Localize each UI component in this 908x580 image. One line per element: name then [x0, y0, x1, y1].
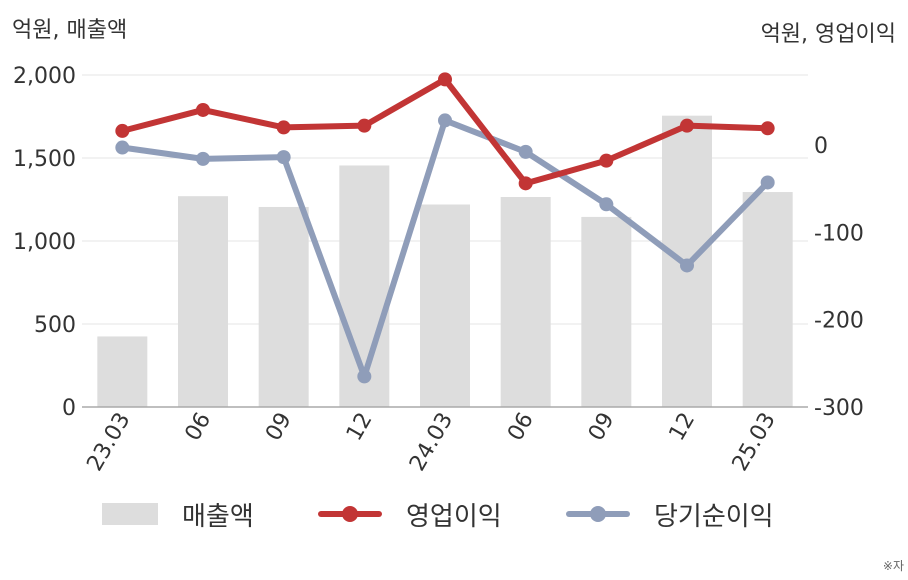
sales-bar [97, 336, 148, 407]
sales-bar [742, 192, 793, 407]
operating-income-point [518, 176, 533, 191]
operating-income-point [599, 153, 614, 168]
x-axis-tick-label: 23.03 [82, 409, 135, 476]
legend-item-sales: 매출액 [102, 492, 254, 536]
x-axis-tick-label: 06 [503, 409, 539, 446]
operating-income-point [357, 118, 372, 133]
operating-income-point [276, 120, 291, 135]
legend-swatch-operating [318, 503, 382, 525]
left-axis-tick-label: 2,000 [13, 64, 76, 89]
right-axis-tick-label: 0 [814, 134, 828, 159]
legend-label-operating: 영업이익 [406, 501, 502, 532]
sales-bar [420, 204, 470, 407]
footnote: ※자 [882, 559, 904, 573]
x-axis-tick-label: 25.03 [728, 409, 781, 476]
operating-income-point [196, 102, 210, 117]
x-axis-tick-label: 12 [665, 409, 701, 446]
operating-income-point [760, 121, 775, 136]
left-axis-tick-label: 1,500 [13, 147, 76, 172]
legend-item-operating: 영업이익 [318, 492, 502, 536]
left-axis-tick-label: 500 [34, 313, 76, 338]
net-income-point [276, 150, 291, 165]
sales-bar [581, 216, 632, 407]
profit-lines [115, 72, 775, 384]
net-income-point [599, 197, 614, 212]
sales-bar [500, 197, 551, 407]
right-axis-tick-label: -100 [814, 221, 864, 246]
sales-bars [97, 115, 793, 408]
legend-swatch-net [566, 503, 630, 525]
left-axis-unit-label: 억원, 매출액 [12, 18, 128, 43]
net-income-point [357, 369, 372, 384]
legend-item-net: 당기순이익 [566, 492, 774, 536]
net-income-point [680, 258, 694, 273]
operating-income-point [438, 72, 452, 87]
right-axis-tick-label: -200 [814, 309, 864, 334]
chart-legend: 매출액 영업이익 당기순이익 [0, 492, 908, 536]
left-axis-tick-label: 1,000 [13, 230, 76, 255]
x-axis-tick-label: 12 [342, 409, 378, 446]
operating-income-point [680, 118, 694, 133]
net-income-point [760, 175, 775, 190]
sales-bar [178, 196, 228, 407]
sales-bar [258, 206, 309, 407]
x-axis-tick-label: 06 [181, 409, 217, 446]
right-axis-unit-label: 억원, 영업이익 [760, 22, 896, 47]
legend-label-sales: 매출액 [182, 501, 254, 532]
net-income-point [438, 113, 452, 128]
net-income-point [196, 151, 210, 166]
right-axis-tick-label: -300 [814, 396, 864, 421]
left-axis-tick-label: 0 [62, 396, 76, 421]
x-axis-tick-label: 24.03 [405, 409, 458, 476]
x-axis-tick-label: 09 [261, 409, 297, 446]
legend-label-net: 당기순이익 [654, 501, 774, 532]
x-axis-tick-label: 09 [584, 409, 620, 446]
net-income-point [115, 140, 130, 155]
operating-income-point [115, 123, 130, 138]
net-income-point [518, 144, 533, 159]
legend-swatch-sales [102, 503, 158, 525]
